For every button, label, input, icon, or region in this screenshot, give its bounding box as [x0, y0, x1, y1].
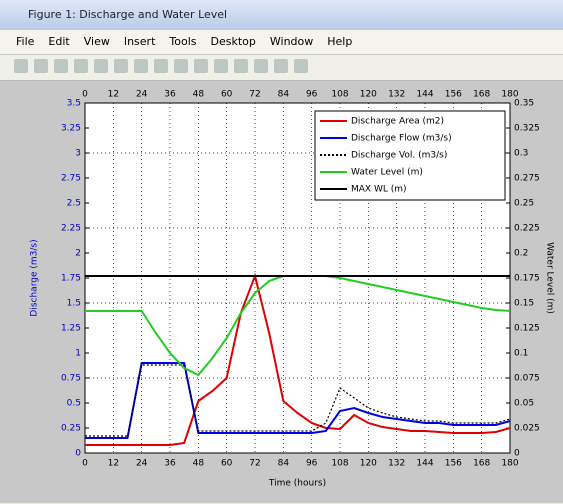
y-tick-label: 2 — [75, 249, 81, 259]
x-tick-label-top: 168 — [473, 90, 490, 100]
x-tick-label: 12 — [108, 459, 119, 469]
menu-item[interactable]: Desktop — [211, 30, 256, 54]
x-tick-label: 168 — [473, 459, 490, 469]
y2-tick-label: 0.175 — [514, 274, 540, 284]
y-tick-label: 3.25 — [61, 124, 81, 134]
y2-tick-label: 0.3 — [514, 149, 528, 159]
title-bar: Figure 1: Discharge and Water Level — [0, 0, 563, 30]
y2-tick-label: 0 — [514, 449, 520, 459]
x-tick-label-top: 12 — [108, 90, 119, 100]
y2-tick-label: 0.25 — [514, 199, 534, 209]
legend-label: Discharge Flow (m3/s) — [351, 134, 452, 144]
x-tick-label-top: 60 — [221, 90, 233, 100]
x-tick-label: 24 — [136, 459, 148, 469]
y-tick-label: 3.5 — [67, 99, 81, 109]
x-tick-label-top: 108 — [331, 90, 348, 100]
y2-tick-label: 0.225 — [514, 224, 540, 234]
y2-tick-label: 0.35 — [514, 99, 534, 109]
x-tick-label: 180 — [501, 459, 518, 469]
x-tick-label: 60 — [221, 459, 233, 469]
y-tick-label: 1.25 — [61, 324, 81, 334]
x-tick-label: 84 — [278, 459, 290, 469]
menu-item[interactable]: File — [16, 30, 34, 54]
y-tick-label: 0.5 — [67, 399, 81, 409]
x-tick-label-top: 132 — [388, 90, 405, 100]
x-tick-label: 36 — [164, 459, 176, 469]
y2-tick-label: 0.2 — [514, 249, 528, 259]
y-tick-label: 0.25 — [61, 424, 81, 434]
menu-item[interactable]: Tools — [169, 30, 196, 54]
legend-label: Water Level (m) — [351, 168, 423, 178]
menu-bar: File Edit View Insert Tools Desktop Window Help — [0, 30, 563, 55]
y2-tick-label: 0.275 — [514, 174, 540, 184]
x-tick-label-top: 156 — [445, 90, 462, 100]
x-tick-label-top: 84 — [278, 90, 290, 100]
x-tick-label-top: 24 — [136, 90, 148, 100]
y2-tick-label: 0.15 — [514, 299, 534, 309]
y-tick-label: 2.75 — [61, 174, 81, 184]
legend-label: MAX WL (m) — [351, 185, 407, 195]
y-tick-label: 0.75 — [61, 374, 81, 384]
y2-tick-label: 0.025 — [514, 424, 540, 434]
y2-tick-label: 0.1 — [514, 349, 528, 359]
y-tick-label: 1 — [75, 349, 81, 359]
figure: 0012122424363648486060727284849696108108… — [0, 81, 563, 503]
menu-item[interactable]: Edit — [48, 30, 69, 54]
toolbar — [0, 55, 563, 81]
legend-label: Discharge Area (m2) — [351, 117, 444, 127]
x-tick-label: 72 — [249, 459, 260, 469]
x-tick-label-top: 36 — [164, 90, 176, 100]
x-tick-label-top: 48 — [193, 90, 205, 100]
y-tick-label: 2.25 — [61, 224, 81, 234]
window: Figure 1: Discharge and Water Level File… — [0, 0, 563, 504]
y2-tick-label: 0.05 — [514, 399, 534, 409]
menu-item[interactable]: Window — [270, 30, 313, 54]
x-tick-label: 144 — [416, 459, 433, 469]
y2-axis-label: Water Level (m) — [545, 242, 555, 314]
y-tick-label: 1.5 — [67, 299, 81, 309]
x-tick-label: 96 — [306, 459, 318, 469]
y2-tick-label: 0.125 — [514, 324, 540, 334]
x-tick-label-top: 72 — [249, 90, 260, 100]
menu-item[interactable]: Help — [327, 30, 352, 54]
y2-tick-label: 0.075 — [514, 374, 540, 384]
x-tick-label: 120 — [360, 459, 377, 469]
menu-item[interactable]: Insert — [124, 30, 156, 54]
y-tick-label: 2.5 — [67, 199, 81, 209]
x-tick-label: 132 — [388, 459, 405, 469]
x-tick-label-top: 144 — [416, 90, 433, 100]
x-tick-label-top: 0 — [82, 90, 88, 100]
legend-label: Discharge Vol. (m3/s) — [351, 151, 447, 161]
y-tick-label: 1.75 — [61, 274, 81, 284]
x-tick-label: 156 — [445, 459, 462, 469]
y2-tick-label: 0.325 — [514, 124, 540, 134]
x-axis-label: Time (hours) — [268, 479, 326, 489]
x-tick-label-top: 96 — [306, 90, 318, 100]
y-tick-label: 0 — [75, 449, 81, 459]
x-tick-label: 0 — [82, 459, 88, 469]
menu-item[interactable]: View — [84, 30, 110, 54]
x-tick-label: 108 — [331, 459, 348, 469]
x-tick-label-top: 120 — [360, 90, 377, 100]
y-tick-label: 3 — [75, 149, 81, 159]
x-tick-label: 48 — [193, 459, 205, 469]
y-axis-label: Discharge (m3/s) — [30, 239, 40, 316]
